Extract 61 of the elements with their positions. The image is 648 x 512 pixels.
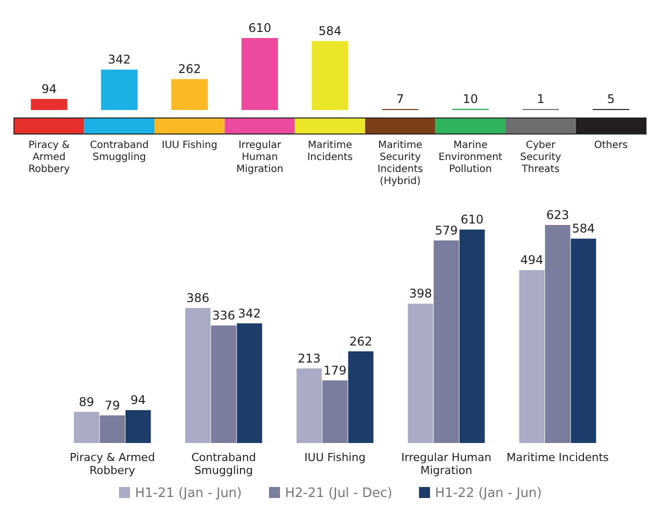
bar xyxy=(408,304,434,443)
bar xyxy=(545,225,570,443)
legend-label: H2-21 (Jul - Dec) xyxy=(285,486,392,501)
x-tick-label: Piracy & Armed Robbery xyxy=(70,451,155,477)
data-label: 7 xyxy=(396,92,404,106)
x-tick-label: Maritime Incidents xyxy=(307,140,353,163)
x-tick-label: IUU Fishing xyxy=(304,451,366,464)
data-label: 94 xyxy=(41,82,57,96)
data-label: 89 xyxy=(78,394,94,409)
legend-label: H1-22 (Jan - Jun) xyxy=(435,486,542,501)
data-label: 10 xyxy=(462,92,478,106)
bar xyxy=(242,38,278,110)
bar xyxy=(100,415,125,443)
bar xyxy=(126,410,151,443)
data-label: 584 xyxy=(572,222,595,236)
data-label: 584 xyxy=(318,24,342,38)
x-tick-label: Maritime Security Incidents (Hybrid) xyxy=(377,140,423,187)
bar xyxy=(171,79,208,110)
bar xyxy=(185,308,211,443)
data-label: 398 xyxy=(409,286,432,301)
x-tick-label: Irregular Human Migration xyxy=(401,451,492,477)
bar xyxy=(434,240,459,443)
data-label: 386 xyxy=(186,290,210,305)
legend-label: H1-21 (Jan - Jun) xyxy=(135,486,242,501)
x-tick-label: Maritime Incidents xyxy=(506,451,610,464)
data-label: 610 xyxy=(248,21,272,35)
data-label: 262 xyxy=(349,334,372,348)
data-label: 342 xyxy=(238,306,261,320)
x-tick-label: Contraband Smuggling xyxy=(90,140,149,163)
data-label: 94 xyxy=(130,393,146,408)
x-tick-label: IUU Fishing xyxy=(162,140,218,151)
data-label: 579 xyxy=(434,223,458,238)
data-label: 610 xyxy=(460,212,484,227)
x-tick-label: Marine Environment Pollution xyxy=(438,140,502,175)
bar xyxy=(74,412,100,443)
data-label: 179 xyxy=(324,363,346,378)
x-tick-label: Others xyxy=(594,140,628,151)
data-label: 5 xyxy=(607,92,615,106)
bar xyxy=(211,325,236,443)
x-tick-label: Piracy & Armed Robbery xyxy=(28,140,70,175)
data-label: 336 xyxy=(212,308,236,322)
bar xyxy=(348,351,374,443)
bar xyxy=(312,41,348,110)
data-label: 213 xyxy=(298,351,321,366)
x-tick-label: Cyber Security Threats xyxy=(520,140,562,175)
data-label: 79 xyxy=(104,398,120,412)
bar xyxy=(236,323,262,443)
bar xyxy=(459,230,485,443)
data-label: 262 xyxy=(178,62,202,76)
data-label: 342 xyxy=(108,52,131,67)
bar xyxy=(30,98,68,110)
data-label: 1 xyxy=(536,92,544,106)
bar xyxy=(322,380,348,443)
x-tick-label: Irregular Human Migration xyxy=(236,140,284,175)
bar xyxy=(101,70,138,110)
data-label: 623 xyxy=(546,208,570,222)
x-tick-label: Contraband Smuggling xyxy=(191,451,256,477)
data-label: 494 xyxy=(520,253,544,268)
bar xyxy=(570,238,596,443)
bar xyxy=(519,270,544,443)
bar xyxy=(296,368,322,443)
